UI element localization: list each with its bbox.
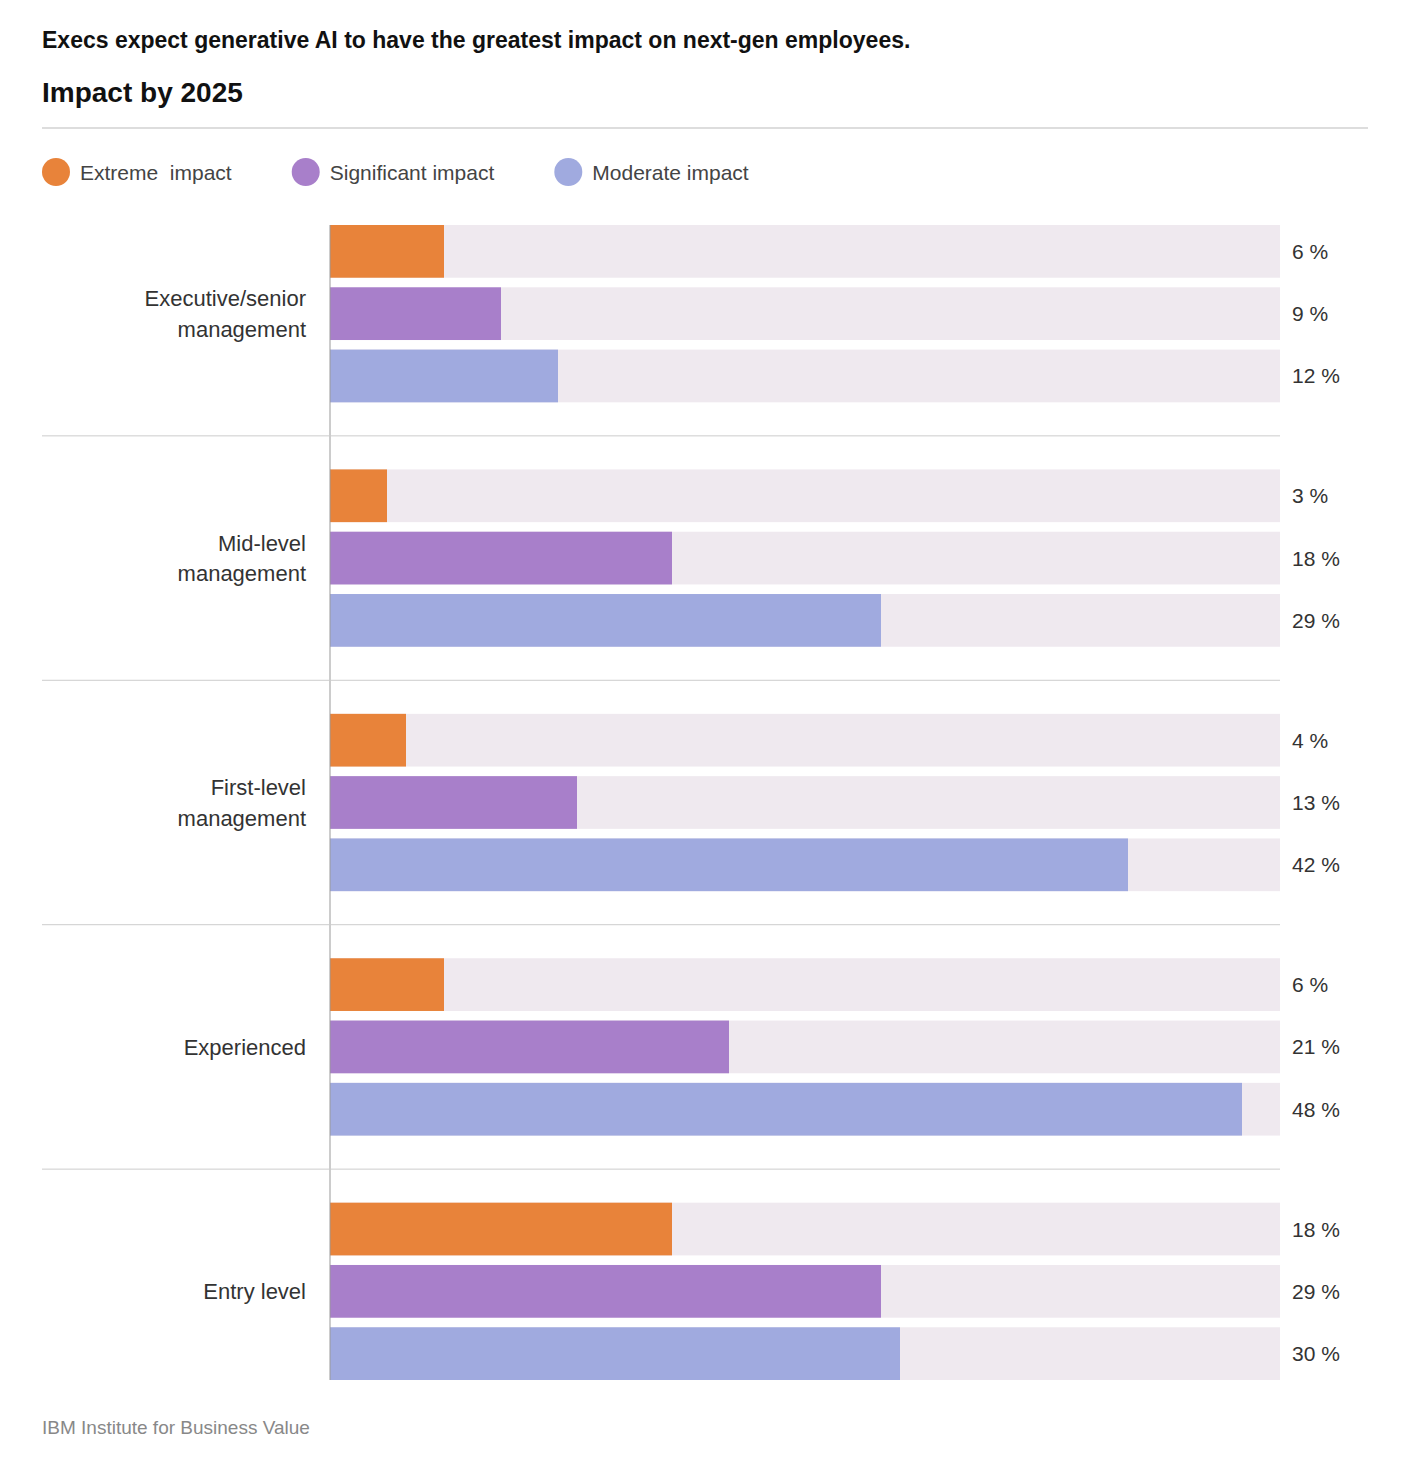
separator <box>42 680 1280 681</box>
category-label-line: Experienced <box>184 1034 306 1059</box>
bar <box>330 776 577 829</box>
data-label: 18 % <box>1292 547 1340 570</box>
labels: 6 % 9 % 12 % Executive/senior management 3 % 1… <box>145 240 1340 1365</box>
track <box>330 532 1280 585</box>
category-label: Executive/senior management <box>145 286 306 342</box>
category-label-line: Entry level <box>203 1279 306 1304</box>
legend-swatch <box>554 158 582 186</box>
bar <box>330 532 672 585</box>
track <box>330 469 1280 522</box>
bar <box>330 594 881 647</box>
tracks <box>330 225 1280 1380</box>
bar <box>330 838 1128 891</box>
category-label-line: management <box>178 805 306 830</box>
category-label: Experienced <box>184 1034 306 1059</box>
category-label: Mid-level management <box>178 530 306 586</box>
separator <box>42 1169 1280 1170</box>
bars <box>330 225 1242 1380</box>
track <box>330 838 1280 891</box>
track <box>330 287 1280 340</box>
data-label: 18 % <box>1292 1218 1340 1241</box>
legend-label: Significant impact <box>330 161 495 184</box>
track <box>330 1021 1280 1074</box>
track <box>330 714 1280 767</box>
bar <box>330 1021 729 1074</box>
data-label: 3 % <box>1292 484 1328 507</box>
category-label: First-level management <box>178 775 306 831</box>
header-rule <box>42 128 1368 129</box>
bar <box>330 1327 900 1380</box>
legend-label: Moderate impact <box>592 161 749 184</box>
track <box>330 958 1280 1011</box>
axis-line <box>330 225 331 1380</box>
track <box>330 1265 1280 1318</box>
subtitle: Impact by 2025 <box>42 77 243 108</box>
data-label: 4 % <box>1292 729 1328 752</box>
track <box>330 1327 1280 1380</box>
category-label-line: First-level <box>211 775 306 800</box>
category-label-line: Executive/senior <box>145 286 306 311</box>
bar <box>330 714 406 767</box>
category-label-line: Mid-level <box>218 530 306 555</box>
separator <box>42 924 1280 925</box>
track <box>330 1203 1280 1256</box>
track <box>330 1083 1280 1136</box>
data-label: 21 % <box>1292 1035 1340 1058</box>
legend-label: Extreme impact <box>80 161 232 184</box>
category-label: Entry level <box>203 1279 306 1304</box>
track <box>330 594 1280 647</box>
data-label: 29 % <box>1292 609 1340 632</box>
bar <box>330 350 558 403</box>
bar <box>330 1265 881 1318</box>
data-label: 29 % <box>1292 1280 1340 1303</box>
data-label: 6 % <box>1292 973 1328 996</box>
bar <box>330 225 444 278</box>
title: Execs expect generative AI to have the g… <box>42 27 910 53</box>
data-label: 48 % <box>1292 1098 1340 1121</box>
data-label: 42 % <box>1292 853 1340 876</box>
data-label: 30 % <box>1292 1342 1340 1365</box>
bar <box>330 469 387 522</box>
separator <box>42 435 1280 436</box>
source: IBM Institute for Business Value <box>42 1417 310 1438</box>
category-label-line: management <box>178 317 306 342</box>
legend: Extreme impact Significant impact Moderate… <box>42 158 749 186</box>
track <box>330 350 1280 403</box>
bar <box>330 1203 672 1256</box>
legend-swatch <box>42 158 70 186</box>
track <box>330 776 1280 829</box>
data-label: 6 % <box>1292 240 1328 263</box>
bar <box>330 1083 1242 1136</box>
category-label-line: management <box>178 561 306 586</box>
legend-swatch <box>292 158 320 186</box>
chart: Execs expect generative AI to have the g… <box>0 0 1410 1464</box>
data-label: 13 % <box>1292 791 1340 814</box>
data-label: 12 % <box>1292 364 1340 387</box>
bar <box>330 958 444 1011</box>
track <box>330 225 1280 278</box>
bar <box>330 287 501 340</box>
data-label: 9 % <box>1292 302 1328 325</box>
